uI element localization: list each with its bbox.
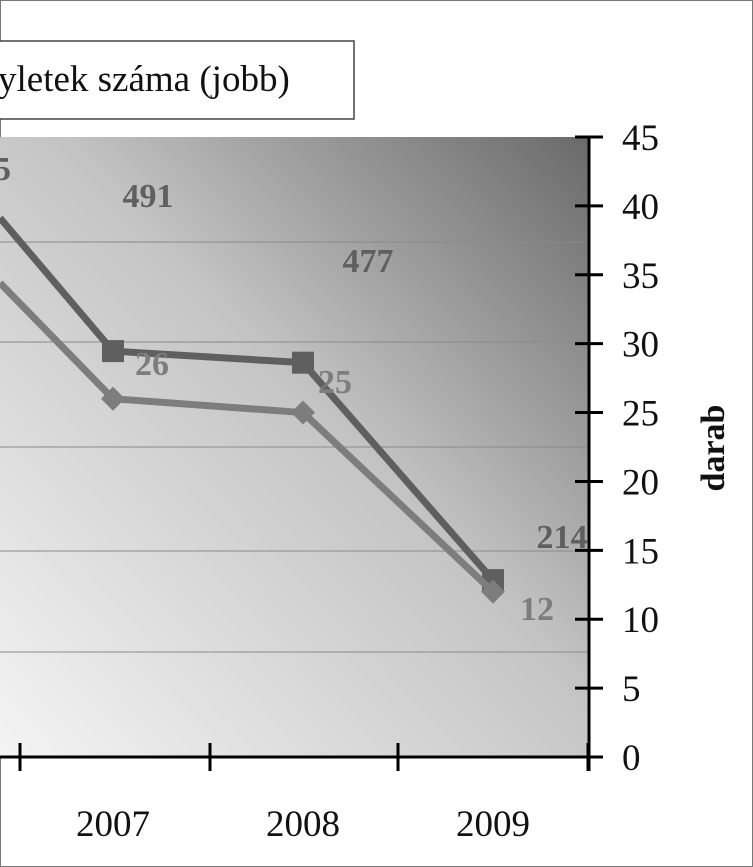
x-tick-label: 2009 — [456, 804, 530, 845]
y-tick-label: 15 — [622, 531, 659, 572]
y-tick-label: 20 — [622, 462, 659, 503]
y-tick-label: 40 — [622, 187, 659, 228]
series-2-data-label: 26 — [135, 346, 169, 383]
series-1-marker — [102, 340, 124, 363]
series-2-marker — [291, 400, 315, 425]
series-layer — [0, 215, 505, 604]
series-1-marker — [292, 351, 314, 374]
series-2-marker — [101, 386, 125, 411]
y-tick-label: 25 — [622, 394, 659, 435]
x-tick-label: 2007 — [76, 804, 150, 845]
x-tick-label: 2008 — [266, 804, 340, 845]
data-label-partial: 5 — [0, 151, 11, 188]
series-2-data-label: 12 — [520, 591, 554, 628]
axes: 0 5 10 15 20 25 30 35 40 45 2007 2008 2009 — [0, 118, 659, 845]
y-tick-label: 35 — [622, 256, 659, 297]
gridlines — [0, 241, 588, 653]
legend-entry-label: yletek száma (jobb) — [0, 59, 290, 100]
legend-box — [0, 40, 355, 120]
y-tick-label: 5 — [622, 669, 641, 710]
series-2-data-label: 25 — [318, 364, 352, 401]
series-1-data-label: 491 — [123, 178, 174, 215]
series-1-data-label: 214 — [537, 519, 588, 556]
legend: yletek száma (jobb) — [0, 40, 355, 120]
data-labels: 491 477 214 26 25 12 — [123, 178, 588, 628]
series-1-data-label: 477 — [343, 243, 394, 280]
series-line-2 — [0, 280, 496, 595]
series-2-marker — [481, 579, 505, 604]
y-tick-label: 30 — [622, 325, 659, 366]
y-tick-label: 45 — [622, 118, 659, 159]
y-axis-title: darab — [695, 405, 732, 492]
y-tick-label: 10 — [622, 600, 659, 641]
series-line-1 — [0, 215, 496, 583]
y-tick-label: 0 — [622, 738, 641, 779]
